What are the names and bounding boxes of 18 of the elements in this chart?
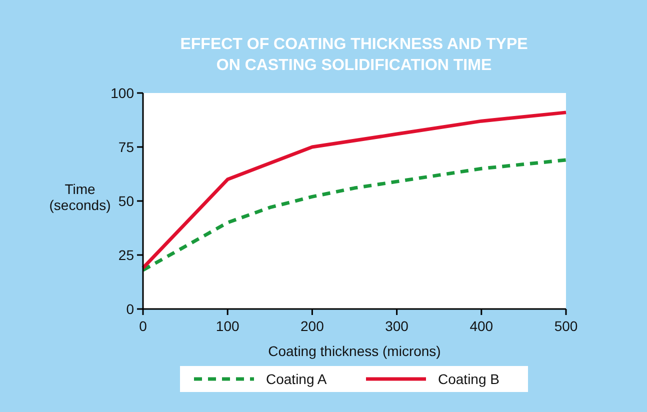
y-tick-label: 100 <box>110 85 134 101</box>
x-tick-label: 400 <box>470 318 494 334</box>
legend-label: Coating B <box>438 371 500 387</box>
x-tick-label: 100 <box>216 318 240 334</box>
x-tick-label: 0 <box>139 318 148 334</box>
y-axis-title: Time (seconds) <box>49 181 111 213</box>
x-tick-label: 500 <box>554 318 578 334</box>
y-tick-label: 0 <box>126 301 134 317</box>
y-tick-label: 25 <box>118 247 134 263</box>
x-tick-label: 200 <box>300 318 324 334</box>
x-axis-title: Coating thickness (microns) <box>268 343 441 359</box>
line-series <box>141 110 568 270</box>
x-tick-label: 300 <box>385 318 409 334</box>
chart-title: EFFECT OF COATING THICKNESS AND TYPE ON CASTING SOLIDIFICATION TIME <box>180 36 528 74</box>
legend-label: Coating A <box>266 371 328 387</box>
line-series <box>141 158 568 272</box>
y-tick-label: 75 <box>118 139 134 155</box>
y-tick-label: 50 <box>118 193 134 209</box>
